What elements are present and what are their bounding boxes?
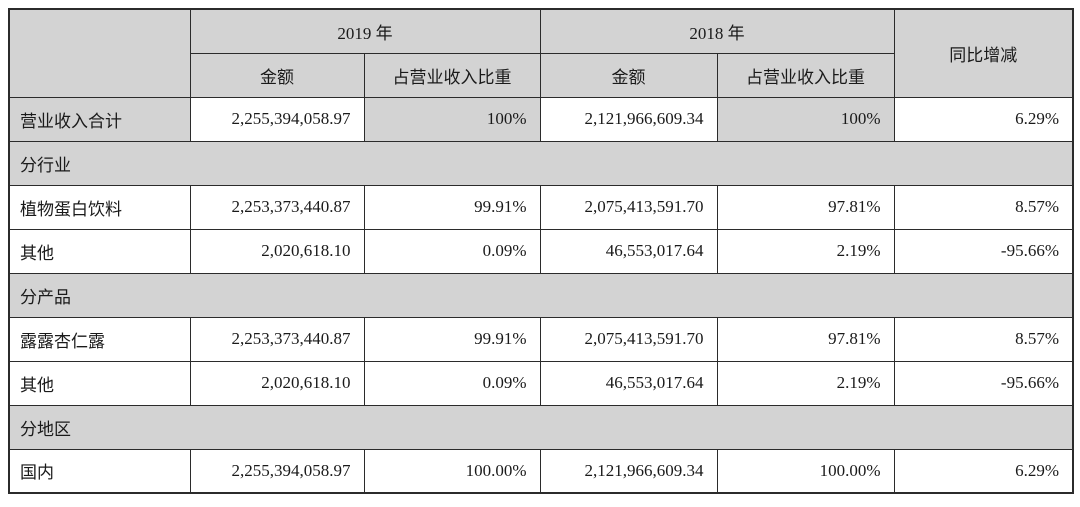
- section-row-by-industry: 分行业: [8, 140, 1074, 186]
- row-label-cell: 其他: [8, 360, 191, 406]
- table-row-total-revenue: 营业收入合计 2,255,394,058.97 100% 2,121,966,6…: [8, 96, 1074, 142]
- revenue-breakdown-table: 2019 年 2018 年 同比增减 金额 占营业收入比重 金额 占营业收入比重…: [8, 8, 1074, 494]
- col-header-yoy-change: 同比增减: [893, 8, 1074, 98]
- table-row-plant-protein-drinks: 植物蛋白饮料 2,253,373,440.87 99.91% 2,075,413…: [8, 184, 1074, 230]
- yoy-cell: 6.29%: [893, 96, 1074, 142]
- share-2019-cell: 99.91%: [363, 184, 541, 230]
- amount-2019-cell: 2,020,618.10: [189, 228, 365, 274]
- row-label-cell: 植物蛋白饮料: [8, 184, 191, 230]
- share-2018-cell: 97.81%: [716, 184, 895, 230]
- col-group-header-2019: 2019 年: [189, 8, 541, 54]
- header-row-subcolumns: 金额 占营业收入比重 金额 占营业收入比重: [9, 52, 1073, 98]
- yoy-cell: -95.66%: [893, 360, 1074, 406]
- share-2018-cell: 97.81%: [716, 316, 895, 362]
- row-label-cell: 其他: [8, 228, 191, 274]
- col-header-amount-2018: 金额: [539, 52, 718, 98]
- revenue-breakdown-table-container: 2019 年 2018 年 同比增减 金额 占营业收入比重 金额 占营业收入比重…: [8, 8, 1074, 494]
- share-2019-cell: 100%: [363, 96, 541, 142]
- section-header-cell: 分行业: [8, 140, 1074, 186]
- share-2019-cell: 0.09%: [363, 360, 541, 406]
- amount-2019-cell: 2,255,394,058.97: [189, 448, 365, 494]
- share-2018-cell: 2.19%: [716, 360, 895, 406]
- header-row-year-groups: 2019 年 2018 年 同比增减: [8, 8, 1074, 98]
- yoy-cell: 6.29%: [893, 448, 1074, 494]
- table-row-other-industry: 其他 2,020,618.10 0.09% 46,553,017.64 2.19…: [8, 228, 1074, 274]
- section-row-by-product: 分产品: [8, 272, 1074, 318]
- amount-2019-cell: 2,255,394,058.97: [189, 96, 365, 142]
- col-header-revenue-share-2018: 占营业收入比重: [716, 52, 895, 98]
- amount-2018-cell: 2,075,413,591.70: [539, 184, 718, 230]
- share-2018-cell: 100%: [716, 96, 895, 142]
- share-2018-cell: 100.00%: [716, 448, 895, 494]
- share-2019-cell: 100.00%: [363, 448, 541, 494]
- section-header-cell: 分地区: [8, 404, 1074, 450]
- table-row-lulu-almond-drink: 露露杏仁露 2,253,373,440.87 99.91% 2,075,413,…: [8, 316, 1074, 362]
- yoy-cell: 8.57%: [893, 316, 1074, 362]
- corner-header-cell: [8, 8, 191, 98]
- amount-2018-cell: 2,121,966,609.34: [539, 96, 718, 142]
- section-row-by-region: 分地区: [8, 404, 1074, 450]
- table-row-other-product: 其他 2,020,618.10 0.09% 46,553,017.64 2.19…: [8, 360, 1074, 406]
- row-label-cell: 营业收入合计: [8, 96, 191, 142]
- yoy-cell: 8.57%: [893, 184, 1074, 230]
- col-group-header-2018: 2018 年: [539, 8, 895, 54]
- amount-2018-cell: 2,121,966,609.34: [539, 448, 718, 494]
- amount-2018-cell: 46,553,017.64: [539, 360, 718, 406]
- col-header-amount-2019: 金额: [189, 52, 365, 98]
- share-2018-cell: 2.19%: [716, 228, 895, 274]
- share-2019-cell: 99.91%: [363, 316, 541, 362]
- amount-2018-cell: 46,553,017.64: [539, 228, 718, 274]
- table-row-domestic: 国内 2,255,394,058.97 100.00% 2,121,966,60…: [8, 448, 1074, 494]
- share-2019-cell: 0.09%: [363, 228, 541, 274]
- row-label-cell: 国内: [8, 448, 191, 494]
- amount-2019-cell: 2,253,373,440.87: [189, 316, 365, 362]
- amount-2019-cell: 2,020,618.10: [189, 360, 365, 406]
- row-label-cell: 露露杏仁露: [8, 316, 191, 362]
- section-header-cell: 分产品: [8, 272, 1074, 318]
- amount-2019-cell: 2,253,373,440.87: [189, 184, 365, 230]
- amount-2018-cell: 2,075,413,591.70: [539, 316, 718, 362]
- col-header-revenue-share-2019: 占营业收入比重: [363, 52, 541, 98]
- yoy-cell: -95.66%: [893, 228, 1074, 274]
